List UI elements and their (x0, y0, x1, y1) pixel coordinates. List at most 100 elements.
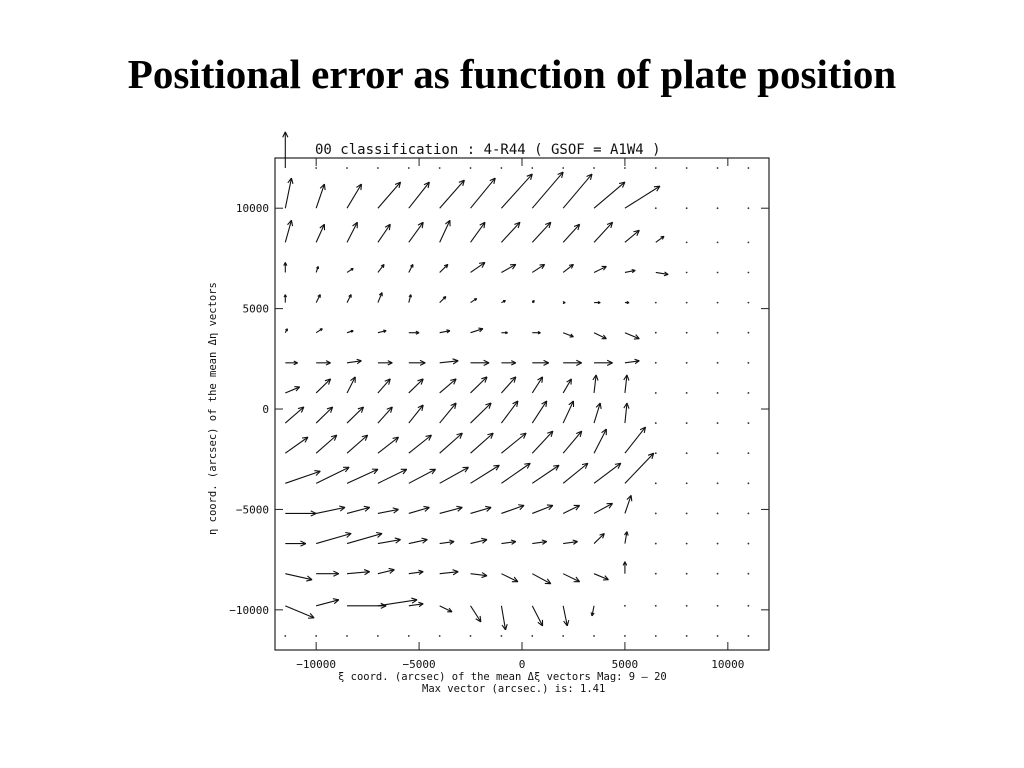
grid-dot (685, 361, 688, 364)
vector-arrow (439, 432, 463, 454)
vector-arrow (593, 428, 607, 454)
slide-title: Positional error as function of plate po… (127, 51, 897, 97)
grid-dot (685, 271, 688, 274)
vector-arrow (284, 436, 309, 454)
vector-arrow (501, 573, 519, 583)
vector-arrow (562, 573, 581, 583)
vector-arrow (408, 221, 424, 243)
vector-arrow (408, 263, 414, 273)
vector-arrow (346, 294, 352, 303)
grid-dot (716, 167, 719, 169)
grid-dot (407, 167, 410, 169)
vector-arrow (562, 223, 581, 243)
vector-arrow (377, 181, 402, 209)
grid-dot (716, 422, 719, 424)
grid-dot (315, 167, 318, 169)
plot-title: 00 classification : 4-R44 ( GSOF = A1W4 … (315, 142, 661, 158)
grid-dot (654, 604, 657, 607)
vector-arrow (624, 426, 647, 454)
vector-arrow (284, 328, 288, 333)
vector-arrow (408, 404, 424, 424)
vector-arrow (284, 177, 294, 209)
grid-dot (685, 422, 688, 424)
grid-dot (685, 207, 688, 210)
vector-arrow (346, 434, 369, 454)
vector-arrow (594, 359, 613, 366)
vector-arrow (377, 567, 395, 575)
vector-arrow (655, 235, 665, 243)
vector-arrow (622, 561, 628, 574)
vector-arrow (623, 402, 630, 424)
grid-dot (685, 482, 688, 485)
grid-dots (284, 167, 750, 637)
vector-arrow (285, 386, 301, 394)
grid-dot (315, 635, 318, 637)
grid-dot (562, 167, 565, 169)
vector-arrow (283, 262, 288, 273)
vector-arrow (531, 464, 560, 484)
grid-dot (716, 482, 719, 485)
vector-arrow (346, 468, 379, 484)
vector-arrow (593, 181, 626, 209)
y-tick-label: −10000 (229, 604, 269, 617)
vector-arrow (501, 504, 525, 514)
grid-dot (685, 241, 688, 244)
grid-dot (346, 167, 348, 169)
vector-arrow (377, 360, 393, 366)
grid-dot (654, 452, 657, 455)
grid-dot (747, 422, 750, 424)
vector-arrow (408, 434, 432, 454)
vector-arrow (377, 436, 399, 454)
vector-arrow (285, 540, 307, 547)
vector-arrow (439, 378, 457, 394)
vector-arrow (377, 292, 383, 303)
grid-dot (531, 635, 534, 637)
grid-dot (747, 572, 750, 575)
vector-arrow (285, 360, 298, 366)
grid-dot (716, 604, 719, 607)
grid-dot (624, 635, 626, 637)
grid-dot (438, 167, 441, 169)
vector-arrow (501, 360, 517, 366)
grid-dot (716, 331, 719, 334)
vector-arrow (439, 402, 457, 424)
vector-arrow (531, 400, 548, 424)
grid-dot (716, 361, 719, 364)
vector-arrow (563, 359, 582, 366)
vector-arrow (284, 219, 294, 243)
grid-dot (716, 392, 719, 394)
vector-arrow (470, 432, 494, 454)
vector-arrow (439, 263, 449, 273)
vector-arrows (282, 131, 669, 631)
vector-arrow (470, 298, 478, 304)
grid-dot (685, 635, 688, 637)
grid-dot (685, 512, 688, 515)
grid-dot (747, 512, 750, 515)
vector-arrow (470, 177, 496, 209)
vector-arrow (470, 376, 488, 394)
vector-arrow (532, 330, 541, 335)
vector-arrow (470, 327, 484, 334)
grid-dot (685, 542, 688, 545)
grid-dot (654, 331, 657, 334)
vector-arrow (439, 569, 459, 576)
vector-arrow (593, 533, 605, 544)
vector-arrow (562, 263, 574, 273)
grid-dot (377, 167, 379, 169)
grid-dot (346, 635, 348, 637)
grid-dot (747, 635, 750, 637)
vector-arrow (532, 573, 552, 585)
grid-dot (747, 392, 750, 394)
grid-dot (407, 635, 410, 637)
grid-dot (716, 542, 719, 545)
vector-arrow (439, 466, 469, 484)
vector-arrow (439, 539, 455, 545)
vector-arrow (470, 605, 482, 623)
vector-arrow (377, 468, 408, 484)
vector-arrow (563, 539, 578, 545)
vector-arrow (562, 430, 583, 454)
grid-dot (469, 167, 472, 169)
vector-arrow (501, 263, 517, 273)
grid-dot (747, 482, 750, 485)
vector-arrow (593, 265, 607, 273)
